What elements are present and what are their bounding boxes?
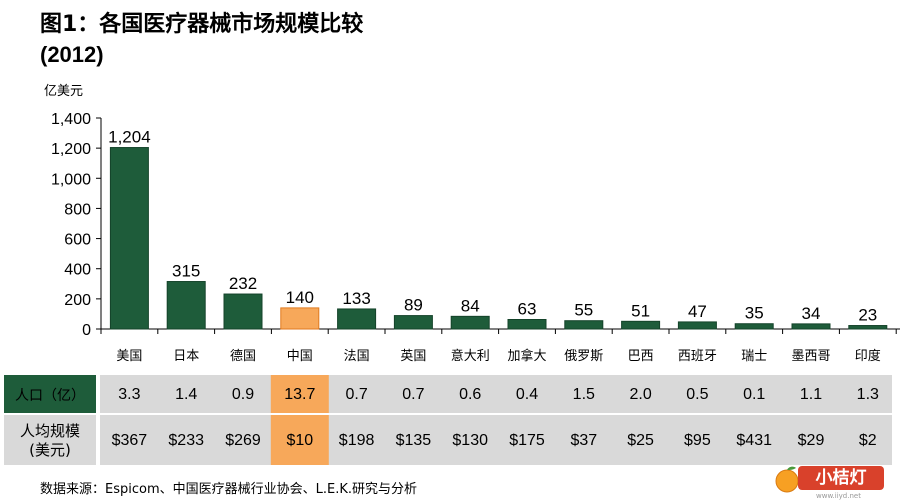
bar-chart: 0 200 400 600 800 1,000 1,200 1,400 1,204 美国 315 日…	[51, 111, 900, 364]
per-capita-cell: $2	[858, 432, 877, 449]
y-tick-label: 0	[82, 322, 91, 339]
x-tick-label: 日本	[173, 349, 199, 364]
population-cell: 3.3	[118, 386, 141, 403]
highlight-column-bg	[270, 375, 329, 465]
watermark-url: www.iiyd.net	[816, 492, 861, 500]
x-tick-label: 美国	[116, 349, 142, 364]
bar-7	[507, 319, 547, 330]
row-label-population: 人口（亿）	[15, 388, 85, 404]
x-tick-label: 墨西哥	[791, 349, 830, 364]
per-capita-cell: $95	[684, 432, 711, 449]
x-tick-label: 加拿大	[507, 348, 546, 364]
population-cell: 0.6	[459, 386, 482, 403]
data-label: 35	[745, 304, 764, 323]
data-label: 34	[802, 304, 821, 323]
row2-label-bg	[4, 415, 96, 465]
x-tick-label: 中国	[287, 349, 313, 364]
data-label: 232	[229, 274, 257, 293]
data-label: 84	[461, 296, 480, 315]
data-label: 89	[404, 296, 423, 315]
x-tick-label: 瑞士	[741, 349, 767, 364]
y-tick-label: 400	[64, 262, 91, 279]
bar-6	[450, 315, 490, 330]
data-label: 47	[688, 302, 707, 321]
chart-subtitle: (2012)	[40, 42, 104, 67]
row-label-per-capita-line1: 人均规模	[19, 422, 80, 440]
x-tick-label: 德国	[230, 349, 256, 364]
bar-12	[791, 323, 831, 330]
bar-0	[109, 147, 149, 330]
population-cell: 0.5	[686, 386, 709, 403]
source-note: 数据来源：Espicom、中国医疗器械行业协会、L.E.K.研究与分析	[40, 482, 417, 497]
data-label: 63	[518, 300, 537, 319]
bar-9	[621, 320, 661, 330]
per-capita-cell: $367	[111, 432, 148, 449]
bar-8	[564, 320, 604, 330]
per-capita-cell: $37	[570, 432, 598, 449]
x-tick-label: 俄罗斯	[564, 349, 603, 364]
data-label: 315	[172, 262, 200, 281]
population-cell: 0.7	[402, 386, 425, 403]
population-cell: 1.1	[799, 386, 823, 403]
data-label: 1,204	[108, 128, 151, 147]
x-tick-label: 法国	[344, 349, 370, 364]
population-cell: 1.3	[856, 386, 879, 403]
population-cell: 0.4	[515, 386, 539, 403]
y-tick-label: 1,200	[51, 141, 91, 158]
per-capita-cell: $198	[338, 432, 375, 449]
per-capita-cell: $431	[736, 432, 772, 449]
per-capita-cell: $130	[452, 432, 488, 449]
x-tick-label: 意大利	[451, 348, 490, 364]
x-tick-label: 西班牙	[678, 349, 717, 364]
y-tick-label: 1,400	[51, 111, 91, 128]
watermark-logo: 小桔灯 www.iiyd.net	[770, 462, 890, 500]
bar-4	[337, 308, 377, 330]
watermark-text: 小桔灯	[798, 466, 884, 490]
y-tick-label: 1,000	[51, 171, 91, 188]
population-cell: 0.9	[231, 386, 255, 403]
per-capita-cell: $25	[627, 432, 654, 449]
bar-13	[848, 325, 888, 330]
bar-3	[280, 307, 320, 330]
population-cell: 13.7	[284, 386, 316, 403]
per-capita-cell: $29	[797, 432, 825, 449]
y-tick-label: 200	[64, 292, 91, 309]
bar-1	[166, 281, 206, 330]
population-cell: 1.5	[572, 386, 595, 403]
data-label: 140	[286, 288, 314, 307]
population-cell: 0.7	[345, 386, 368, 403]
x-tick-label: 英国	[400, 349, 426, 364]
y-tick-label: 800	[64, 201, 91, 218]
y-axis-unit: 亿美元	[44, 84, 84, 99]
per-capita-cell: $175	[509, 432, 545, 449]
population-cell: 0.1	[743, 386, 766, 403]
data-table: 人口（亿） 人均规模 (美元) 3.3 $367 1.4 $233 0.9 $269 13.…	[0, 375, 900, 465]
bar-10	[677, 321, 717, 330]
bar-2	[223, 293, 263, 330]
bar-5	[393, 315, 433, 330]
per-capita-cell: $269	[225, 432, 261, 449]
data-label: 51	[631, 301, 650, 320]
per-capita-cell: $10	[286, 432, 314, 449]
per-capita-cell: $233	[168, 432, 204, 449]
row-label-per-capita-line2: (美元)	[29, 441, 71, 459]
table-bg	[100, 375, 892, 465]
chart-title: 图1：各国医疗器械市场规模比较	[40, 12, 364, 37]
per-capita-cell: $135	[395, 432, 432, 449]
population-cell: 2.0	[629, 386, 652, 403]
row1-label-bg	[4, 375, 96, 413]
bar-11	[734, 323, 774, 330]
data-label: 23	[858, 306, 877, 325]
x-tick-label: 印度	[855, 348, 881, 364]
population-cell: 1.4	[175, 386, 198, 403]
row-label-per-capita: 人均规模 (美元)	[4, 422, 96, 460]
data-label: 133	[342, 289, 370, 308]
y-tick-label: 600	[64, 232, 91, 249]
x-tick-label: 巴西	[628, 349, 654, 364]
data-label: 55	[574, 301, 593, 320]
